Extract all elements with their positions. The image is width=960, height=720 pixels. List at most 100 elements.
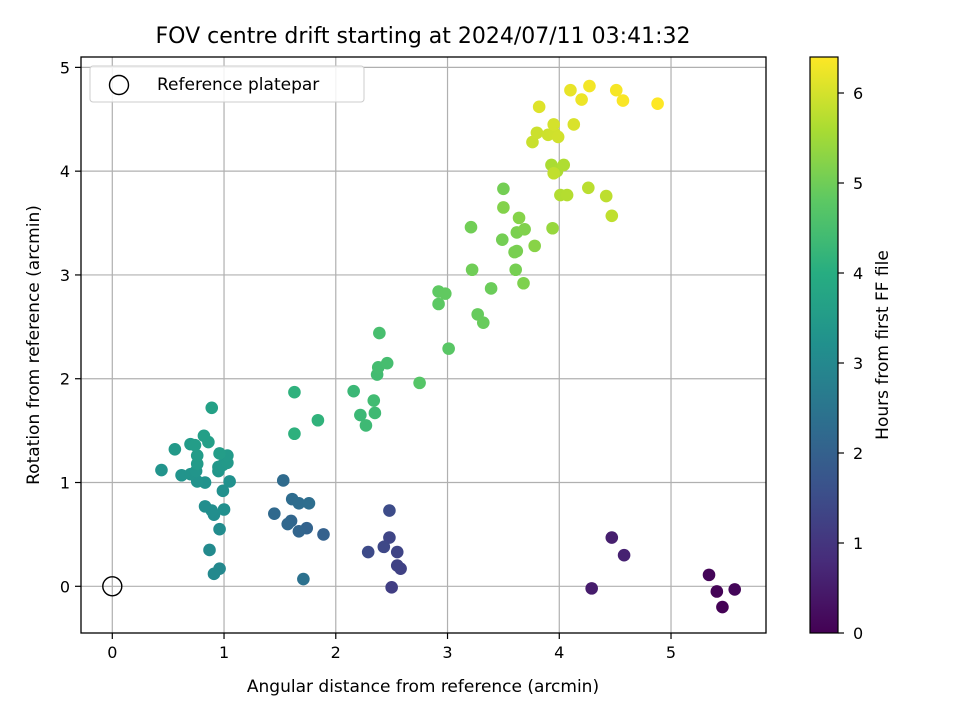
colorbar-label: Hours from first FF file — [873, 250, 893, 440]
data-point — [585, 582, 598, 595]
data-point — [510, 244, 524, 258]
data-point — [288, 385, 301, 399]
data-point — [518, 222, 531, 236]
data-point — [205, 401, 219, 415]
data-point — [155, 463, 168, 477]
data-point — [710, 585, 724, 598]
data-point — [497, 182, 510, 196]
y-tick-label: 5 — [60, 58, 70, 77]
data-point — [442, 342, 455, 355]
data-point — [354, 408, 367, 422]
x-tick-label: 1 — [219, 643, 229, 662]
data-point — [413, 376, 426, 390]
data-point — [217, 503, 231, 516]
data-point — [347, 384, 360, 398]
colorbar-tick-label: 1 — [853, 534, 863, 553]
x-tick-label: 5 — [666, 643, 676, 662]
data-point — [702, 568, 716, 582]
data-point — [567, 118, 581, 131]
data-point — [292, 496, 306, 510]
data-point — [281, 517, 295, 531]
y-axis-ticks: 0 1 2 3 4 5 — [60, 58, 81, 596]
data-point — [377, 540, 391, 554]
x-tick-label: 4 — [554, 643, 564, 662]
data-point — [651, 97, 664, 111]
data-point — [432, 297, 445, 311]
x-axis-label: Angular distance from reference (arcmin) — [247, 677, 599, 697]
data-point — [390, 559, 404, 572]
data-point — [509, 263, 522, 277]
data-point — [582, 181, 595, 195]
data-point — [288, 427, 301, 441]
data-point — [599, 189, 613, 203]
colorbar-tick-label: 4 — [853, 264, 863, 283]
data-point — [297, 572, 310, 586]
data-point — [484, 282, 498, 295]
data-point — [311, 413, 325, 427]
data-point — [367, 394, 381, 407]
data-point — [213, 522, 226, 536]
colorbar-tick-label: 0 — [853, 624, 863, 643]
data-point — [528, 239, 541, 253]
colorbar-ticks: 0 1 2 3 4 5 6 — [838, 84, 863, 643]
data-point — [276, 474, 290, 487]
x-tick-label: 2 — [331, 643, 341, 662]
data-point — [465, 263, 479, 277]
data-point — [616, 94, 630, 107]
data-point — [385, 581, 398, 594]
data-point — [560, 188, 574, 202]
data-point — [617, 548, 631, 562]
data-point — [361, 545, 375, 559]
colorbar-tick-label: 2 — [853, 444, 863, 463]
data-point — [583, 79, 596, 93]
data-point — [547, 166, 560, 180]
y-tick-label: 2 — [60, 370, 70, 389]
data-point — [198, 500, 212, 513]
colorbar-tick-label: 3 — [853, 354, 863, 373]
data-point — [464, 220, 478, 234]
scatter-points — [155, 79, 742, 614]
data-point — [605, 209, 619, 223]
data-point — [390, 545, 404, 559]
legend-entry-reference-platepar: Reference platepar — [157, 75, 319, 95]
data-point — [203, 543, 216, 557]
data-point — [476, 316, 490, 329]
data-point — [546, 221, 559, 235]
data-point — [728, 583, 742, 596]
x-axis-ticks: 0 1 2 3 4 5 — [107, 633, 676, 662]
data-point — [716, 600, 729, 614]
data-point — [495, 233, 509, 246]
data-point — [359, 419, 373, 432]
data-point — [530, 126, 544, 140]
chart-title: FOV centre drift starting at 2024/07/11 … — [156, 24, 691, 49]
data-point — [605, 531, 619, 544]
y-axis-label: Rotation from reference (arcmin) — [24, 205, 44, 485]
legend-box — [89, 65, 365, 103]
data-point — [383, 504, 396, 517]
colorbar-tick-label: 6 — [853, 84, 863, 103]
data-point — [292, 524, 306, 538]
data-point — [213, 447, 226, 460]
y-tick-label: 4 — [60, 162, 70, 181]
data-point — [564, 83, 577, 97]
data-point — [373, 326, 386, 340]
data-point — [547, 118, 560, 131]
data-point — [317, 528, 330, 541]
data-point — [517, 276, 530, 290]
data-point — [532, 100, 546, 114]
colorbar-tick-label: 5 — [853, 174, 863, 193]
data-point — [168, 443, 182, 456]
legend-marker-icon — [108, 74, 130, 96]
x-tick-label: 0 — [107, 643, 117, 662]
data-point — [383, 531, 396, 544]
y-tick-label: 3 — [60, 266, 70, 285]
y-tick-label: 0 — [60, 577, 70, 596]
colorbar: 0 1 2 3 4 5 6 Hours from first FF file — [809, 56, 893, 643]
data-point — [190, 449, 204, 462]
data-point — [551, 130, 565, 144]
y-tick-label: 1 — [60, 474, 70, 493]
data-point — [216, 484, 230, 498]
legend: Reference platepar — [89, 65, 365, 103]
data-point — [368, 406, 382, 420]
